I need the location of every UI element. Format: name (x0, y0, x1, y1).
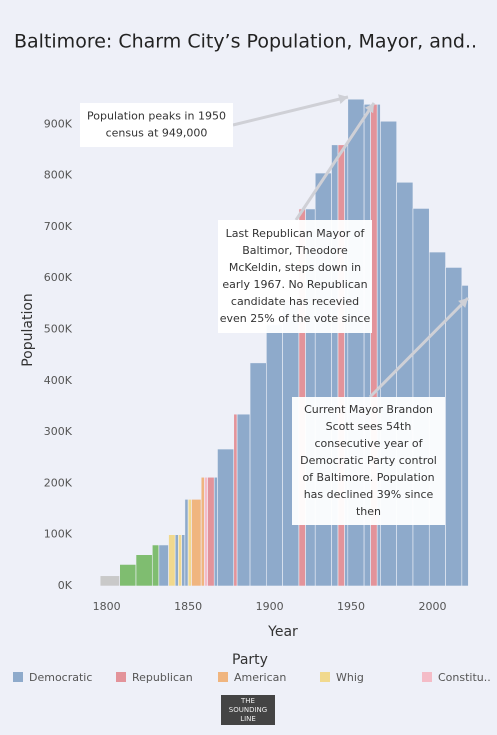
annotation-text: then (356, 505, 381, 518)
annotation-text: Population peaks in 1950 (87, 110, 226, 123)
annotation-text: McKeldin, steps down in (229, 261, 361, 274)
bar (337, 144, 345, 587)
annotation-text: early 1967. No Republican (222, 278, 367, 291)
y-tick-label: 100K (44, 528, 73, 541)
legend-swatch (116, 672, 126, 682)
y-axis-label: Population (20, 293, 36, 367)
bar (99, 575, 120, 587)
annotation-box (292, 397, 445, 525)
annotation-text: even 25% of the vote since (220, 312, 371, 325)
logo (221, 695, 275, 725)
y-tick-label: 200K (44, 476, 73, 489)
annotation-text: Current Mayor Brandon (304, 403, 433, 416)
bar (187, 499, 192, 587)
bar (174, 534, 179, 587)
annotation-text: consecutive year of (314, 437, 423, 450)
legend-swatch (13, 672, 23, 682)
y-tick-label: 500K (44, 323, 73, 336)
legend-title: Party (232, 652, 268, 668)
arrow-head (338, 94, 348, 104)
y-tick-label: 700K (44, 220, 73, 233)
bar (396, 181, 414, 587)
annotation-text: census at 949,000 (106, 127, 208, 140)
y-tick-label: 600K (44, 271, 73, 284)
bar (217, 448, 235, 587)
bar (200, 476, 205, 587)
annotation-text: Democratic Party control (300, 454, 437, 467)
bar (135, 554, 153, 587)
annotations: Population peaks in 1950 census at 949,00… (80, 94, 470, 525)
annotation-box (218, 220, 372, 333)
arrow-head (458, 298, 468, 308)
bar (207, 476, 215, 587)
bar (178, 534, 182, 587)
x-tick-label: 1800 (93, 600, 121, 613)
legend-label: Whig (336, 671, 364, 684)
bar (181, 534, 186, 587)
annotation-text: of Baltimore. Population (302, 471, 434, 484)
bar (233, 413, 238, 587)
x-tick-label: 2000 (419, 600, 447, 613)
logo-text: THE (240, 697, 255, 705)
annotation-text: Scott sees 54th (326, 420, 412, 433)
annotation-arrow (232, 95, 349, 127)
logo-text: LINE (240, 715, 256, 723)
legend-swatch (218, 672, 228, 682)
bar (249, 362, 267, 587)
bar (445, 267, 463, 587)
bar (168, 534, 176, 587)
legend-swatch (320, 672, 330, 682)
bar (191, 499, 202, 587)
legend-label: Republican (132, 671, 193, 684)
legend-swatch (422, 672, 432, 682)
legend-label: American (234, 671, 286, 684)
annotation-text: Baltimor, Theodore (242, 244, 348, 257)
annotation-text: candidate has recevied (231, 295, 359, 308)
y-tick-label: 300K (44, 425, 73, 438)
bar (236, 413, 251, 587)
bar (184, 499, 189, 587)
legend-label: Democratic (29, 671, 92, 684)
x-tick-label: 1900 (256, 600, 284, 613)
y-tick-label: 800K (44, 169, 73, 182)
bar (266, 324, 283, 587)
y-tick-label: 400K (44, 374, 73, 387)
logo-text: SOUNDING (229, 706, 267, 714)
annotation-text: Last Republican Mayor of (226, 227, 366, 240)
x-tick-label: 1950 (337, 600, 365, 613)
annotation-box (80, 103, 233, 147)
y-tick-label: 900K (44, 117, 73, 130)
bar (204, 476, 208, 587)
x-tick-label: 1850 (174, 600, 202, 613)
annotation-arrow (368, 296, 470, 399)
chart-title: Baltimore: Charm City’s Population, Mayo… (14, 31, 477, 53)
annotation-text: has declined 39% since (304, 488, 434, 501)
legend-label: Constitu.. (438, 671, 491, 684)
bar (158, 544, 169, 587)
bar (461, 285, 469, 587)
y-tick-label: 0K (58, 579, 73, 592)
x-axis-label: Year (267, 624, 298, 640)
bar (151, 544, 160, 587)
bar (119, 564, 137, 587)
annotation-arrow (294, 102, 376, 221)
bar (213, 476, 218, 587)
arrow-head (364, 103, 374, 114)
